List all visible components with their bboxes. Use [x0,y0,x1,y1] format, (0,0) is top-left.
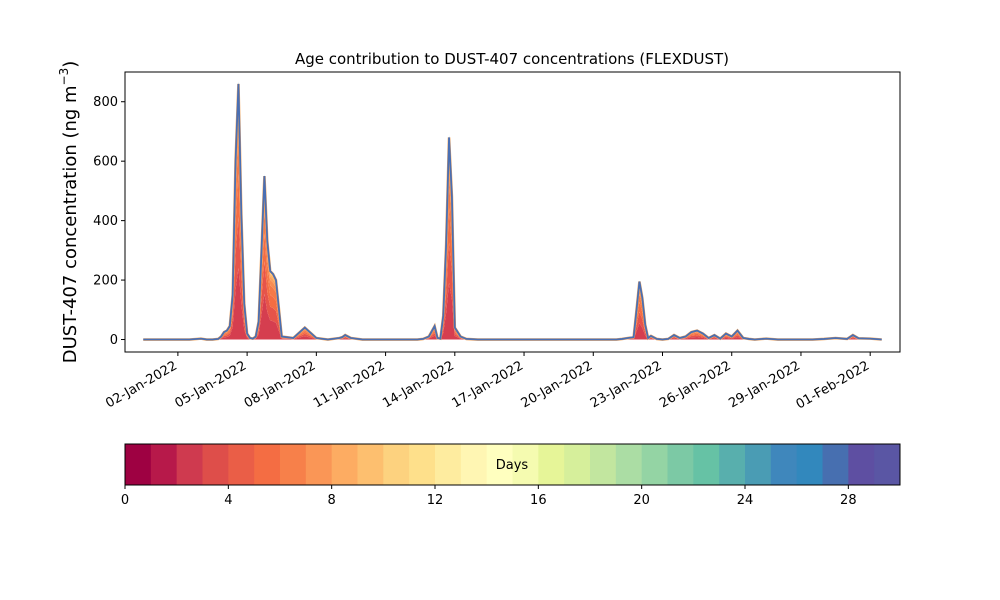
series-edge-line [143,83,882,341]
colorbar [124,443,901,486]
colorbar-segment [176,444,203,485]
x-tick-label: 01-Feb-2022 [794,358,873,412]
colorbar-axis: 0 4 8 12 16 20 24 28 [121,485,857,508]
age-layer-3 [143,137,882,340]
age-layer-0 [143,267,882,340]
colorbar-segment [641,444,668,485]
colorbar-segment [667,444,694,485]
colorbar-frame [124,443,901,486]
colorbar-tick-label: 4 [224,493,232,508]
x-tick-label: 14-Jan-2022 [380,358,457,411]
colorbar-tick-label: 24 [737,493,754,508]
colorbar-segment [486,444,513,485]
colorbar-tick-label: 20 [633,493,650,508]
age-layer-4 [143,117,882,340]
y-tick-label: 600 [93,155,118,170]
colorbar-segment [125,444,152,485]
colorbar-segment [538,444,565,485]
colorbar-segment [615,444,643,485]
colorbar-segment [874,444,901,485]
y-axis-label-text: DUST-407 concentration (ng m [60,85,81,363]
x-tick-label: 02-Jan-2022 [103,358,180,411]
age-layer-5 [143,104,882,340]
plot-frame [124,71,901,353]
colorbar-segment [357,444,384,485]
y-axis-label-close: ) [60,61,81,68]
colorbar-segment [254,444,281,485]
y-tick-label: 200 [93,274,118,289]
x-tick-label: 20-Jan-2022 [519,358,596,411]
chart-title: Age contribution to DUST-407 concentrati… [295,50,729,68]
colorbar-segment [719,444,746,485]
colorbar-segment [383,444,410,485]
x-tick-label: 05-Jan-2022 [173,358,250,411]
colorbar-segment [796,444,823,485]
stacked-age-areas [143,81,882,340]
colorbar-segment [822,444,849,485]
colorbar-segment [745,444,772,485]
colorbar-segment [331,444,358,485]
y-tick-label: 800 [93,95,118,110]
series-total-line [143,83,882,341]
age-layer-10 [143,82,882,340]
colorbar-segment [150,444,178,485]
colorbar-tick-label: 8 [328,493,336,508]
age-layer-6 [143,96,882,340]
colorbar-segment [435,444,462,485]
colorbar-segment [409,444,436,485]
colorbar-segment [280,444,307,485]
age-layer-11 [143,81,882,340]
y-axis-label-superscript: −3 [57,68,71,86]
age-layer-1 [143,216,882,340]
colorbar-segment [512,444,539,485]
y-tick-label: 400 [93,214,118,229]
x-tick-label: 17-Jan-2022 [449,358,526,411]
age-layer-9 [143,85,882,340]
age-layer-7 [143,91,882,340]
y-axis: 0 200 400 600 800 [93,95,125,348]
y-tick-label: 0 [110,333,118,348]
colorbar-tick-label: 0 [121,493,129,508]
x-tick-label: 11-Jan-2022 [311,358,388,411]
x-tick-label: 23-Jan-2022 [588,358,665,411]
x-tick-label: 08-Jan-2022 [242,358,319,411]
colorbar-segment [305,444,333,485]
y-axis-label: DUST-407 concentration (ng m−3) [57,61,81,364]
colorbar-segment [770,444,798,485]
colorbar-tick-label: 12 [427,493,444,508]
colorbar-segment [848,444,875,485]
colorbar-segment [693,444,720,485]
colorbar-tick-label: 16 [530,493,547,508]
x-tick-label: 29-Jan-2022 [726,358,803,411]
colorbar-segment [590,444,617,485]
colorbar-tick-label: 28 [840,493,857,508]
series-lines [143,83,882,341]
colorbar-segment [228,444,255,485]
age-layer-8 [143,87,882,340]
colorbar-segment [202,444,229,485]
age-layer-2 [143,173,882,340]
x-axis: 02-Jan-202205-Jan-202208-Jan-202211-Jan-… [103,352,872,412]
x-tick-label: 26-Jan-2022 [657,358,734,411]
svg-text:DUST-407 concentration (ng m−3: DUST-407 concentration (ng m−3) [57,61,81,364]
colorbar-segment [460,444,488,485]
colorbar-label: Days [496,458,529,473]
colorbar-segment [564,444,591,485]
